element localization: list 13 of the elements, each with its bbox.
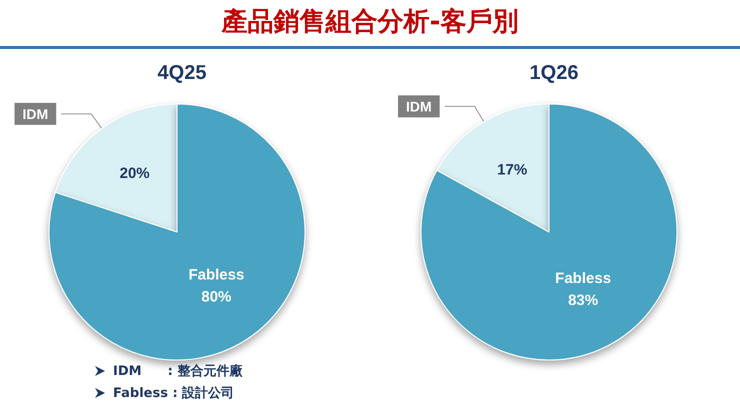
data-label: 17% [497,161,528,178]
data-label: 80% [201,288,232,306]
slice-label: Fabless [188,266,244,284]
slice-label: Fabless [555,270,612,288]
data-label: 83% [568,292,598,310]
slice-label: IDM [406,98,432,114]
chart-title: 4Q25 [158,62,206,84]
text: Fabless : 設計公司 [113,384,234,402]
data-label: 20% [120,165,150,182]
text: 產品銷售組合分析-客戶別 [220,6,520,39]
text: IDM : 整合元件廠 [113,362,242,380]
chart-title: 1Q26 [530,62,578,84]
slice-label: IDM [22,106,48,122]
